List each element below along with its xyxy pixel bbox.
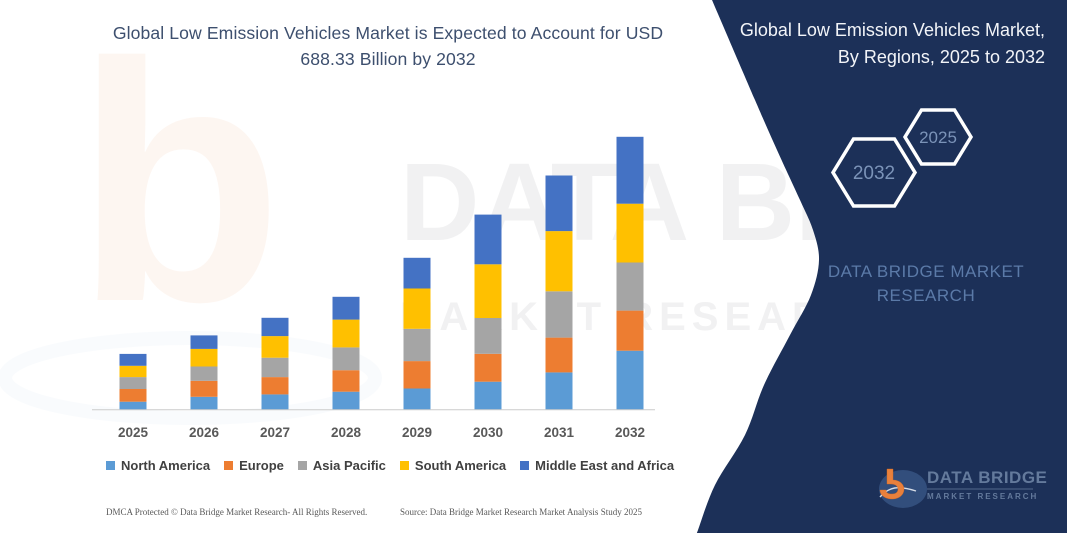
svg-text:2025: 2025 [118, 425, 149, 440]
svg-text:RESEARCH: RESEARCH [877, 286, 975, 305]
svg-text:2029: 2029 [402, 425, 432, 440]
svg-text:2025: 2025 [919, 128, 957, 147]
svg-text:2026: 2026 [189, 425, 220, 440]
svg-text:2032: 2032 [853, 163, 895, 184]
svg-text:DATA BRIDGE MARKET: DATA BRIDGE MARKET [828, 262, 1024, 281]
svg-text:DATA BRIDGE: DATA BRIDGE [927, 468, 1047, 487]
svg-text:2027: 2027 [260, 425, 290, 440]
svg-text:2032: 2032 [615, 425, 645, 440]
svg-text:2028: 2028 [331, 425, 362, 440]
svg-text:MARKET RESEARCH: MARKET RESEARCH [927, 492, 1038, 501]
svg-text:2031: 2031 [544, 425, 575, 440]
svg-text:2030: 2030 [473, 425, 503, 440]
